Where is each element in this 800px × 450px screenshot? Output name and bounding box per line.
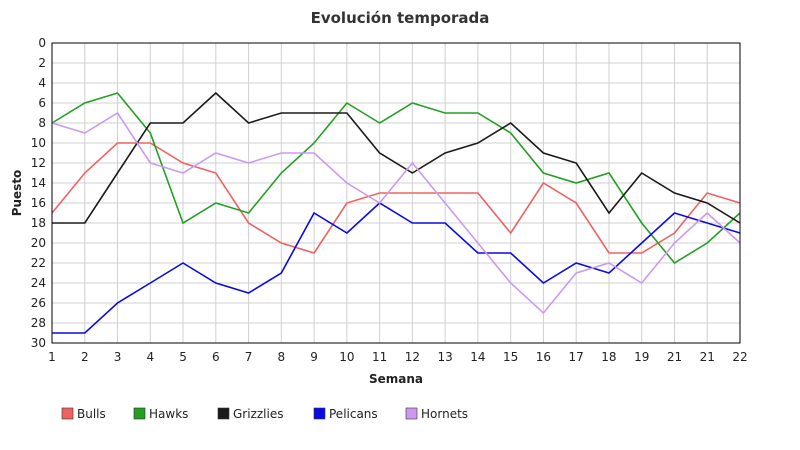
y-tick-label: 30 [31, 336, 46, 350]
y-tick-label: 16 [31, 196, 46, 210]
x-tick-label: 3 [114, 350, 122, 364]
x-tick-label: 14 [470, 350, 485, 364]
x-tick-label: 6 [212, 350, 220, 364]
legend-label-hawks: Hawks [149, 407, 188, 421]
x-tick-label: 1 [48, 350, 56, 364]
x-tick-label: 5 [179, 350, 187, 364]
legend-swatch-grizzlies [217, 407, 230, 420]
x-tick-label: 15 [503, 350, 518, 364]
x-tick-label: 19 [634, 350, 649, 364]
legend-label-bulls: Bulls [77, 407, 106, 421]
x-tick-label: 10 [339, 350, 354, 364]
y-tick-label: 28 [31, 316, 46, 330]
x-tick-label: 22 [732, 350, 747, 364]
chart-title: Evolución temporada [311, 9, 490, 27]
x-tick-label: 4 [146, 350, 154, 364]
legend-label-hornets: Hornets [421, 407, 468, 421]
x-tick-label: 8 [278, 350, 286, 364]
legend-swatch-hornets [405, 407, 418, 420]
y-tick-label: 4 [38, 76, 46, 90]
y-tick-label: 26 [31, 296, 46, 310]
x-axis-label: Semana [369, 372, 423, 386]
y-axis-label: Puesto [10, 170, 24, 217]
legend: Bulls Hawks Grizzlies Pelicans Hornets [61, 407, 468, 421]
legend-label-grizzlies: Grizzlies [233, 407, 283, 421]
y-tick-label: 12 [31, 156, 46, 170]
y-tick-label: 24 [31, 276, 46, 290]
x-tick-label: 12 [405, 350, 420, 364]
x-tick-label: 2 [81, 350, 89, 364]
series-line-grizzlies [52, 91, 741, 224]
x-tick-label: 18 [601, 350, 616, 364]
y-tick-label: 10 [31, 136, 46, 150]
x-tick-label: 21 [667, 350, 682, 364]
y-tick-label: 2 [38, 56, 46, 70]
x-tick-label: 21 [700, 350, 715, 364]
y-tick-label: 0 [38, 36, 46, 50]
legend-swatch-pelicans [313, 407, 326, 420]
series-line-pelicans [52, 202, 741, 334]
x-tick-label: 7 [245, 350, 253, 364]
x-tick-label: 9 [310, 350, 318, 364]
series-line-hawks [51, 92, 741, 265]
x-axis-ticks: 1 2 3 4 5 6 7 8 9 10 11 12 13 14 15 16 17 18 19 21 21 22 [48, 350, 747, 364]
y-tick-label: 6 [38, 96, 46, 110]
y-tick-label: 14 [31, 176, 46, 190]
x-tick-label: 16 [536, 350, 551, 364]
series-line-hornets [51, 111, 741, 315]
series-lines [51, 91, 741, 334]
x-tick-label: 13 [438, 350, 453, 364]
legend-swatch-hawks [133, 407, 146, 420]
y-tick-label: 18 [31, 216, 46, 230]
x-tick-label: 11 [372, 350, 387, 364]
plot-frame [51, 42, 741, 344]
y-tick-label: 8 [38, 116, 46, 130]
legend-swatch-bulls [61, 407, 74, 420]
series-line-bulls [51, 142, 741, 254]
legend-label-pelicans: Pelicans [329, 407, 378, 421]
y-tick-label: 22 [31, 256, 46, 270]
y-tick-label: 20 [31, 236, 46, 250]
x-tick-label: 17 [569, 350, 584, 364]
